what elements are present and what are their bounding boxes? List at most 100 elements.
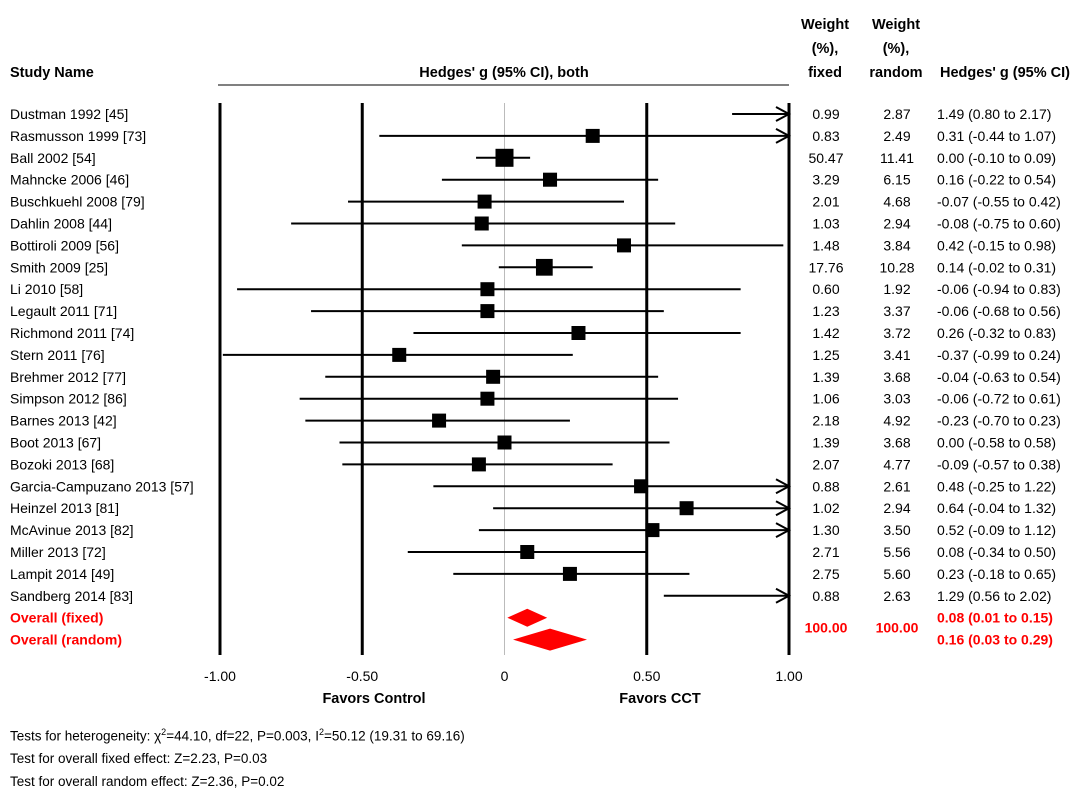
effect-marker — [634, 479, 649, 494]
study-name-header: Study Name — [10, 65, 94, 81]
weight-fixed-value: 2.75 — [812, 566, 839, 582]
effect-ci-value: -0.08 (-0.75 to 0.60) — [937, 216, 1061, 232]
weight-random-value: 1.92 — [883, 281, 910, 297]
weight-fixed-value: 0.99 — [812, 106, 839, 122]
weight-random-value: 2.87 — [883, 106, 910, 122]
effect-marker — [486, 369, 501, 384]
effect-marker — [480, 282, 495, 297]
effect-marker — [432, 413, 447, 428]
weight-fixed-value: 1.02 — [812, 500, 839, 516]
study-name: Dustman 1992 [45] — [10, 106, 128, 122]
weight-fixed-value: 1.23 — [812, 303, 839, 319]
effect-ci-value: 0.16 (-0.22 to 0.54) — [937, 172, 1056, 188]
study-name: Legault 2011 [71] — [10, 303, 117, 319]
effect-ci-value: 1.49 (0.80 to 2.17) — [937, 106, 1051, 122]
study-name: Sandberg 2014 [83] — [10, 588, 133, 604]
weight-random-header-line1: Weight — [872, 17, 920, 33]
study-name: Buschkuehl 2008 [79] — [10, 194, 145, 210]
weight-random-header-line3: random — [869, 65, 922, 81]
effect-ci-value: -0.07 (-0.55 to 0.42) — [937, 194, 1061, 210]
weight-random-value: 2.63 — [883, 588, 910, 604]
effect-marker — [535, 258, 553, 276]
x-tick-label: -0.50 — [346, 668, 378, 684]
effect-ci-value: -0.23 (-0.70 to 0.23) — [937, 413, 1061, 429]
weight-random-value: 2.94 — [883, 216, 910, 232]
ci-arrow — [775, 478, 792, 495]
weight-random-value: 5.60 — [883, 566, 910, 582]
study-name: McAvinue 2013 [82] — [10, 522, 134, 538]
effect-marker — [495, 148, 514, 167]
weight-fixed-value: 0.83 — [812, 128, 839, 144]
weight-random-value: 2.49 — [883, 128, 910, 144]
weight-random-value: 3.68 — [883, 435, 910, 451]
study-name: Richmond 2011 [74] — [10, 325, 134, 341]
effect-ci-value: -0.06 (-0.68 to 0.56) — [937, 303, 1061, 319]
x-tick-label: 0 — [501, 668, 509, 684]
study-name: Li 2010 [58] — [10, 281, 83, 297]
study-name: Heinzel 2013 [81] — [10, 500, 119, 516]
weight-fixed-value: 2.18 — [812, 413, 839, 429]
effect-marker — [520, 545, 535, 559]
effect-ci-value: 0.00 (-0.10 to 0.09) — [937, 150, 1056, 166]
weight-random-value: 3.37 — [883, 303, 910, 319]
weight-fixed-value: 3.29 — [812, 172, 839, 188]
ci-arrow — [775, 500, 792, 517]
weight-random-value: 2.61 — [883, 478, 910, 494]
ci-arrow — [775, 522, 792, 538]
weight-fixed-value: 1.03 — [812, 216, 839, 232]
random-effect-test: Test for overall random effect: Z=2.36, … — [10, 774, 285, 789]
effect-marker — [616, 238, 631, 253]
weight-random-value: 2.94 — [883, 500, 910, 516]
heterogeneity-test: Tests for heterogeneity: χ2=44.10, df=22… — [10, 727, 465, 744]
study-name: Barnes 2013 [42] — [10, 413, 117, 429]
weight-random-value: 5.56 — [883, 544, 910, 560]
favors-cct-label: Favors CCT — [619, 691, 701, 707]
effect-marker — [471, 457, 486, 472]
x-tick-label: 0.50 — [633, 668, 660, 684]
effect-marker — [480, 304, 495, 319]
weight-random-value: 3.72 — [883, 325, 910, 341]
weight-random-header-line2: (%), — [883, 41, 910, 57]
study-rows: Dustman 1992 [45] 0.99 2.87 1.49 (0.80 to 2… — [10, 106, 1061, 651]
weight-fixed-value: 2.71 — [812, 544, 839, 560]
ci-arrow — [775, 128, 792, 144]
overall-diamond — [513, 628, 588, 651]
effect-ci-value: 0.64 (-0.04 to 1.32) — [937, 500, 1056, 516]
effect-ci-value: 0.42 (-0.15 to 0.98) — [937, 237, 1056, 253]
study-name: Boot 2013 [67] — [10, 435, 101, 451]
effect-marker — [562, 566, 577, 581]
effect-ci-value: 0.31 (-0.44 to 1.07) — [937, 128, 1056, 144]
weight-random-value: 4.92 — [883, 413, 910, 429]
study-name: Garcia-Campuzano 2013 [57] — [10, 478, 194, 494]
effect-ci-value: -0.37 (-0.99 to 0.24) — [937, 347, 1061, 363]
weight-random-value: 3.68 — [883, 369, 910, 385]
effect-marker — [392, 347, 407, 362]
overall-ci-value: 0.08 (0.01 to 0.15) — [937, 610, 1053, 626]
effect-ci-value: -0.04 (-0.63 to 0.54) — [937, 369, 1061, 385]
effect-ci-value: 0.48 (-0.25 to 1.22) — [937, 478, 1056, 494]
study-name: Lampit 2014 [49] — [10, 566, 114, 582]
weight-fixed-header-line1: Weight — [801, 17, 849, 33]
heterogeneity-prefix: Tests for heterogeneity: χ — [10, 728, 162, 744]
effect-marker — [645, 523, 660, 538]
heterogeneity-mid: =44.10, df=22, P=0.003, I — [166, 728, 319, 744]
effect-ci-value: 0.14 (-0.02 to 0.31) — [937, 259, 1056, 275]
effect-marker — [480, 391, 495, 406]
overall-weight-random: 100.00 — [876, 620, 919, 636]
overall-diamond — [507, 608, 548, 627]
study-name: Miller 2013 [72] — [10, 544, 106, 560]
effect-ci-value: 0.00 (-0.58 to 0.58) — [937, 435, 1056, 451]
effect-header: Hedges' g (95% CI) — [940, 65, 1070, 81]
favors-control-label: Favors Control — [322, 691, 425, 707]
weight-fixed-value: 1.25 — [812, 347, 839, 363]
weight-random-value: 6.15 — [883, 172, 910, 188]
weight-fixed-value: 1.48 — [812, 237, 839, 253]
ci-arrow — [775, 106, 792, 122]
weight-random-value: 3.50 — [883, 522, 910, 538]
study-name: Mahncke 2006 [46] — [10, 172, 129, 188]
weight-fixed-header-line2: (%), — [812, 41, 839, 57]
study-name: Bottiroli 2009 [56] — [10, 237, 119, 253]
effect-ci-value: -0.06 (-0.94 to 0.83) — [937, 281, 1061, 297]
weight-fixed-value: 1.42 — [812, 325, 839, 341]
